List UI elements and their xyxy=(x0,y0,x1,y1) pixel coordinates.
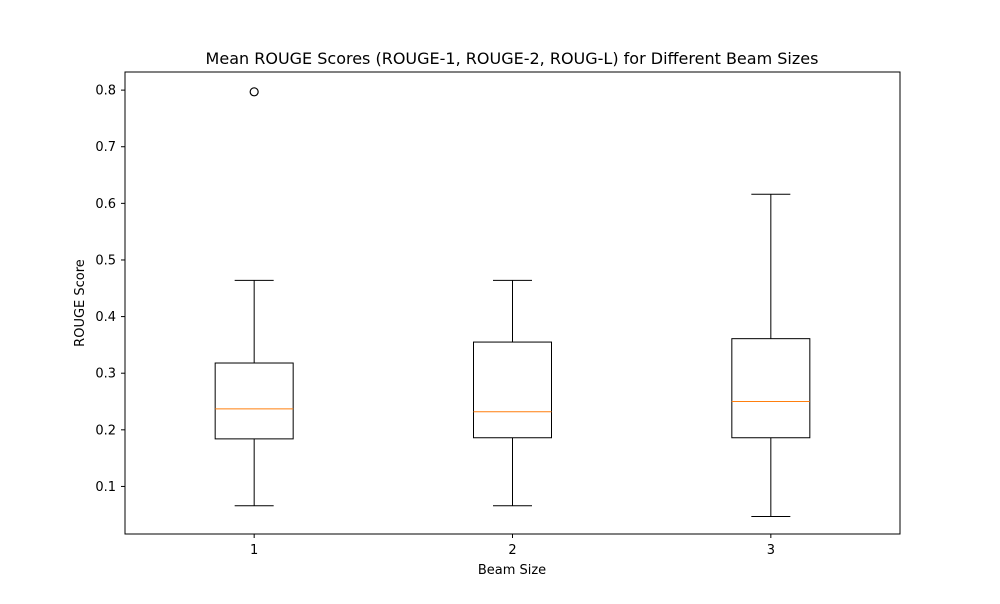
y-tick-label: 0.5 xyxy=(95,253,116,268)
x-tick-label: 3 xyxy=(767,543,775,558)
plot-area: 0.1 0.2 0.3 0.4 0.5 0.6 0.7 0.8 1 2 3 xyxy=(95,71,901,558)
y-tick-label: 0.3 xyxy=(95,367,116,382)
box-iqr xyxy=(731,338,811,439)
y-tick-label: 0.8 xyxy=(95,84,116,99)
y-tick-label: 0.4 xyxy=(95,310,116,325)
x-tick-label: 1 xyxy=(250,543,258,558)
box-iqr xyxy=(473,341,552,439)
y-tick-label: 0.2 xyxy=(95,423,116,438)
chart-title: Mean ROUGE Scores (ROUGE-1, ROUGE-2, ROU… xyxy=(206,49,819,68)
y-tick-label: 0.7 xyxy=(95,140,116,155)
y-tick-label: 0.6 xyxy=(95,197,116,212)
outlier-point xyxy=(249,87,259,97)
x-tick-label: 2 xyxy=(508,543,516,558)
x-axis-label: Beam Size xyxy=(478,563,546,578)
box-iqr xyxy=(214,362,294,440)
y-tick-label: 0.1 xyxy=(95,480,116,495)
y-axis-label: ROUGE Score xyxy=(73,259,88,347)
